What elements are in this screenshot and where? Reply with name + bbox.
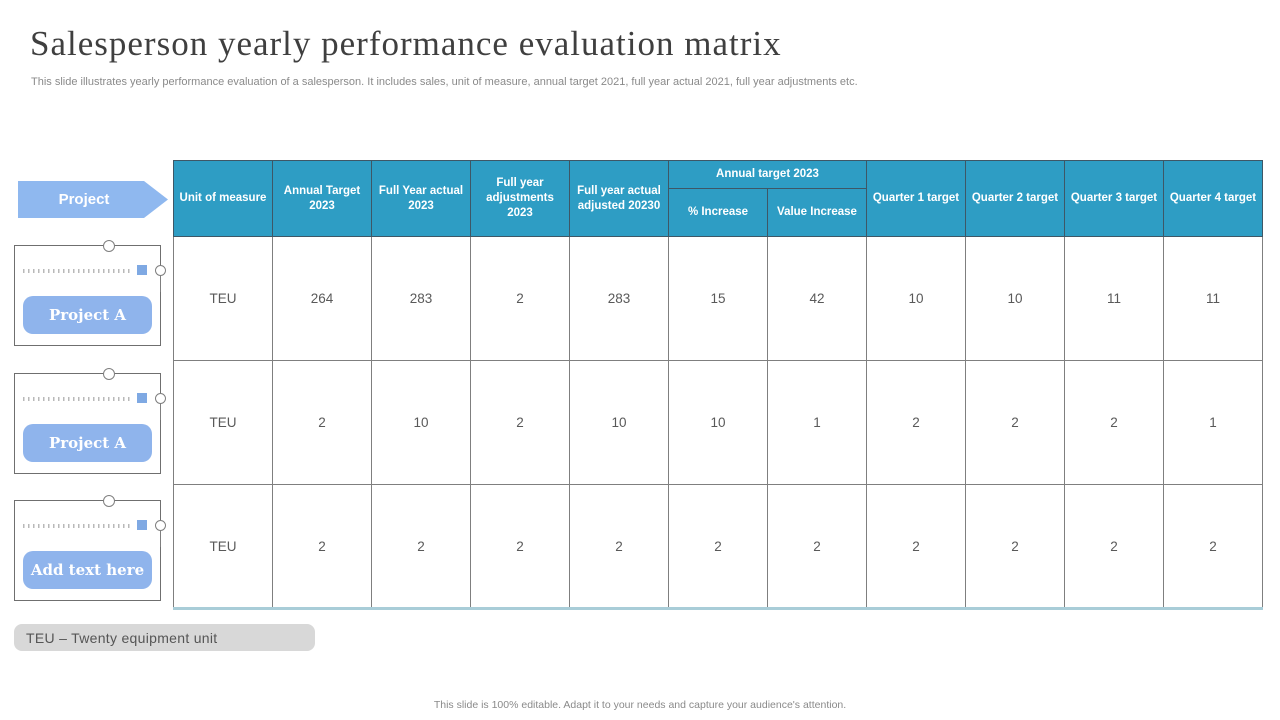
column-header-full-year-actual-2023: Full Year actual 2023 [371,160,471,237]
handle-square-icon [137,393,147,403]
handle-square-icon [137,520,147,530]
column-header-quarter-3-target: Quarter 3 target [1064,160,1164,237]
project-item-box: Project A [14,240,166,346]
page-title: Salesperson yearly performance evaluatio… [30,24,782,63]
table-cell: 2 [470,236,570,361]
table-row: TEU 2 2 2 2 2 2 2 2 2 2 [173,484,1263,610]
table-cell: 2 [470,360,570,485]
dotted-line [23,269,133,273]
table-cell: 2 [866,360,966,485]
page-subtitle: This slide illustrates yearly performanc… [31,76,858,88]
node-stem-line [160,276,161,292]
column-group-header-annual-target-2023: Annual target 2023 [668,160,867,189]
project-a-button[interactable]: Project A [23,296,152,334]
handle-square-icon [137,265,147,275]
slide-footer-note: This slide is 100% editable. Adapt it to… [433,699,847,711]
column-header-annual-target-2023: Annual Target 2023 [272,160,372,237]
table-cell: 10 [569,360,669,485]
dotted-line [23,397,133,401]
table-cell: 2 [965,484,1065,610]
project-a-button[interactable]: Project A [23,424,152,462]
add-text-button[interactable]: Add text here [23,551,152,589]
node-circle-icon [103,495,115,507]
table-cell: 2 [371,484,471,610]
table-cell: 2 [1064,484,1164,610]
table-cell: 15 [668,236,768,361]
table-cell: 283 [569,236,669,361]
performance-matrix-table: Unit of measure Annual Target 2023 Full … [173,160,1263,610]
project-item-box: Project A [14,368,166,474]
table-cell: 10 [866,236,966,361]
project-header-arrow: Project [18,181,168,218]
table-cell: 2 [965,360,1065,485]
node-circle-icon [155,393,166,404]
node-stem-line [160,404,161,420]
node-circle-icon [155,520,166,531]
table-cell: TEU [173,236,273,361]
table-cell: 2 [1064,360,1164,485]
node-circle-icon [155,265,166,276]
project-item-box: Add text here [14,495,166,601]
node-circle-icon [103,240,115,252]
table-cell: 283 [371,236,471,361]
column-header-pct-increase: % Increase [668,188,768,237]
table-cell: 42 [767,236,867,361]
column-header-quarter-1-target: Quarter 1 target [866,160,966,237]
table-cell: 2 [470,484,570,610]
table-cell: 2 [272,484,372,610]
table-cell: TEU [173,484,273,610]
table-cell: 2 [569,484,669,610]
column-header-full-year-actual-adjusted-20230: Full year actual adjusted 20230 [569,160,669,237]
node-circle-icon [103,368,115,380]
table-row: TEU 264 283 2 283 15 42 10 10 11 11 [173,236,1263,361]
table-cell: 264 [272,236,372,361]
dotted-line [23,524,133,528]
table-row: TEU 2 10 2 10 10 1 2 2 2 1 [173,360,1263,485]
table-cell: 2 [668,484,768,610]
teu-note-text: TEU – Twenty equipment unit [26,629,218,646]
table-cell: 1 [1163,360,1263,485]
column-header-quarter-4-target: Quarter 4 target [1163,160,1263,237]
table-cell: 2 [866,484,966,610]
table-cell: 11 [1163,236,1263,361]
table-cell: 2 [767,484,867,610]
table-cell: 10 [965,236,1065,361]
table-cell: 2 [1163,484,1263,610]
column-header-unit-of-measure: Unit of measure [173,160,273,237]
column-header-full-year-adjustments-2023: Full year adjustments 2023 [470,160,570,237]
column-header-value-increase: Value Increase [767,188,867,237]
table-cell: 2 [272,360,372,485]
table-cell: 11 [1064,236,1164,361]
project-header-label: Project [58,191,110,208]
teu-note-badge: TEU – Twenty equipment unit [14,624,315,651]
node-stem-line [160,531,161,547]
table-cell: 1 [767,360,867,485]
table-cell: TEU [173,360,273,485]
table-cell: 10 [371,360,471,485]
table-cell: 10 [668,360,768,485]
column-header-quarter-2-target: Quarter 2 target [965,160,1065,237]
